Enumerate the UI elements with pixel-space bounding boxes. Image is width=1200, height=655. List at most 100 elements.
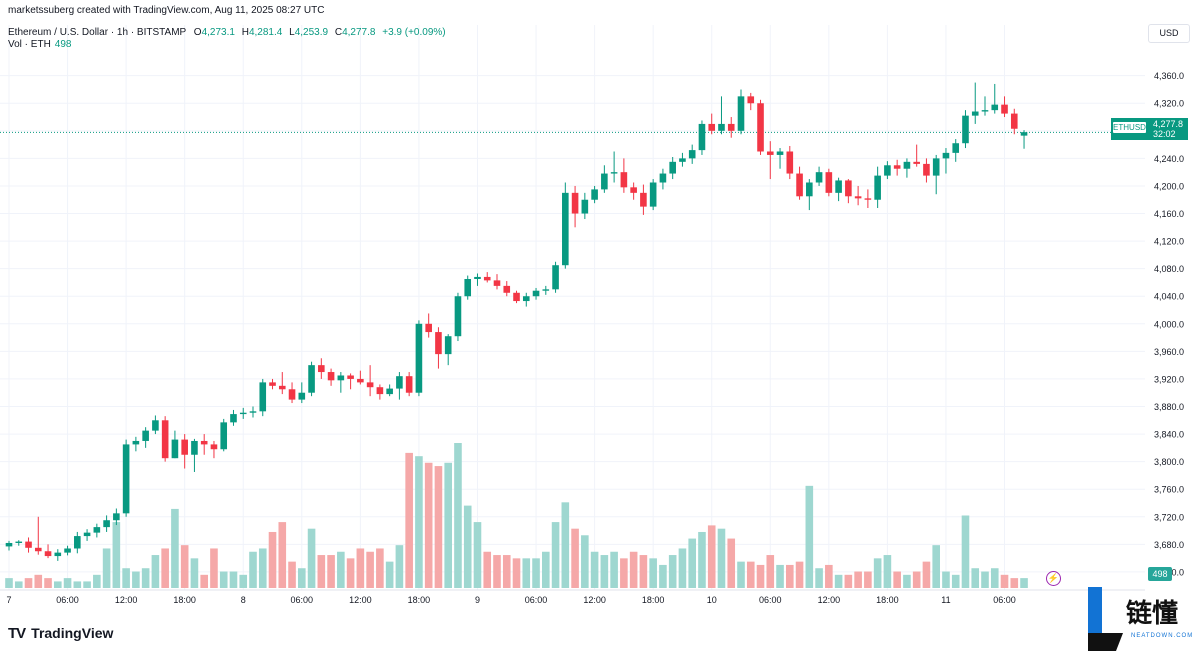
candle-body <box>893 165 901 169</box>
volume-label[interactable]: Vol · ETH <box>8 39 51 50</box>
candle-body <box>171 439 179 459</box>
candle-body <box>1001 104 1008 114</box>
candle <box>854 185 862 206</box>
open-value: 4,273.1 <box>201 27 235 38</box>
volume-bar <box>151 555 160 588</box>
candle-body <box>337 375 345 381</box>
volume-bar <box>5 578 13 588</box>
candle-body <box>835 180 842 193</box>
candle <box>376 384 384 400</box>
candle-body <box>249 411 257 413</box>
candle-body <box>239 412 247 415</box>
x-tick-label: 06:00 <box>759 595 782 605</box>
volume-bar <box>317 555 326 588</box>
candle <box>220 418 228 452</box>
volume-bar <box>746 561 755 588</box>
candle <box>581 192 589 220</box>
candle-body <box>542 289 550 291</box>
candle <box>737 89 745 135</box>
candle-body <box>776 151 784 155</box>
candle-body <box>1010 113 1018 129</box>
candle-body <box>5 542 13 547</box>
candle <box>298 382 306 404</box>
x-tick-label: 12:00 <box>818 595 841 605</box>
volume-bar <box>434 466 443 588</box>
candle-body <box>864 198 872 200</box>
tradingview-logo[interactable]: TV TradingView <box>8 624 113 642</box>
candle-body <box>571 192 579 214</box>
lightning-icon[interactable]: ⚡ <box>1046 571 1061 586</box>
volume-bar <box>678 548 687 588</box>
candle <box>230 409 237 426</box>
y-tick-label: 4,120.0 <box>1154 237 1184 247</box>
candle-body <box>532 290 540 297</box>
candle <box>435 327 442 369</box>
candle <box>562 182 569 269</box>
x-tick-label: 9 <box>475 595 480 605</box>
candle-body <box>347 375 354 379</box>
candle-body <box>630 187 637 193</box>
candle-body <box>923 163 930 176</box>
currency-button[interactable]: USD <box>1148 24 1190 43</box>
x-tick-label: 12:00 <box>583 595 606 605</box>
candle-body <box>786 151 794 174</box>
symbol-title[interactable]: Ethereum / U.S. Dollar · 1h · BITSTAMP <box>8 27 187 38</box>
volume-bar <box>649 558 657 588</box>
candle-body <box>386 388 393 395</box>
x-tick-label: 11 <box>941 595 950 605</box>
volume-bar <box>971 568 980 588</box>
volume-bar <box>805 485 814 588</box>
candle <box>688 144 696 164</box>
volume-bar <box>912 571 921 588</box>
candle <box>757 99 764 155</box>
candle-body <box>874 175 881 200</box>
x-tick-label: 18:00 <box>642 595 665 605</box>
volume-bar <box>454 443 462 588</box>
candle <box>396 372 403 400</box>
y-tick-label: 4,080.0 <box>1154 264 1184 274</box>
candle <box>503 281 511 297</box>
volume-bar <box>766 555 775 588</box>
volume-bar <box>629 551 638 588</box>
candle-body <box>718 123 725 131</box>
high-value: 4,281.4 <box>248 27 283 38</box>
candle <box>210 440 218 459</box>
volume-bar <box>961 515 970 588</box>
candle <box>103 515 110 532</box>
change-value: +3.9 (+0.09%) <box>382 27 446 38</box>
watermark-subtext: NEATDOWN.COM <box>1131 633 1194 639</box>
candle-body <box>308 365 315 393</box>
volume-bar <box>190 558 199 588</box>
tradingview-name: TradingView <box>31 625 114 641</box>
volume-bar <box>502 555 511 588</box>
candle <box>64 545 71 556</box>
candle <box>259 378 267 417</box>
candle <box>610 151 618 183</box>
candle <box>113 508 120 526</box>
volume-bar <box>922 561 931 588</box>
candle <box>679 152 686 167</box>
candle-body <box>796 173 803 197</box>
candle <box>815 166 823 186</box>
candle-body <box>464 278 472 297</box>
volume-bar <box>444 462 452 588</box>
candle <box>991 83 999 114</box>
candle <box>405 372 413 397</box>
y-tick-label: 3,760.0 <box>1154 485 1184 495</box>
candle-body <box>220 422 228 450</box>
candle-body <box>601 173 608 190</box>
volume-bar <box>600 555 609 588</box>
volume-bar <box>395 545 404 588</box>
volume-bars <box>5 443 1028 588</box>
chart-attribution: marketssuberg created with TradingView.c… <box>8 5 325 16</box>
candle <box>54 549 62 561</box>
volume-bar <box>219 571 228 588</box>
candle-body <box>503 285 511 293</box>
volume-bar <box>873 558 882 588</box>
candle-body <box>679 158 686 162</box>
candle <box>747 92 755 111</box>
volume-bar <box>786 564 794 588</box>
volume-bar <box>532 558 540 588</box>
candle-body <box>845 180 852 197</box>
candle-body <box>971 111 979 116</box>
